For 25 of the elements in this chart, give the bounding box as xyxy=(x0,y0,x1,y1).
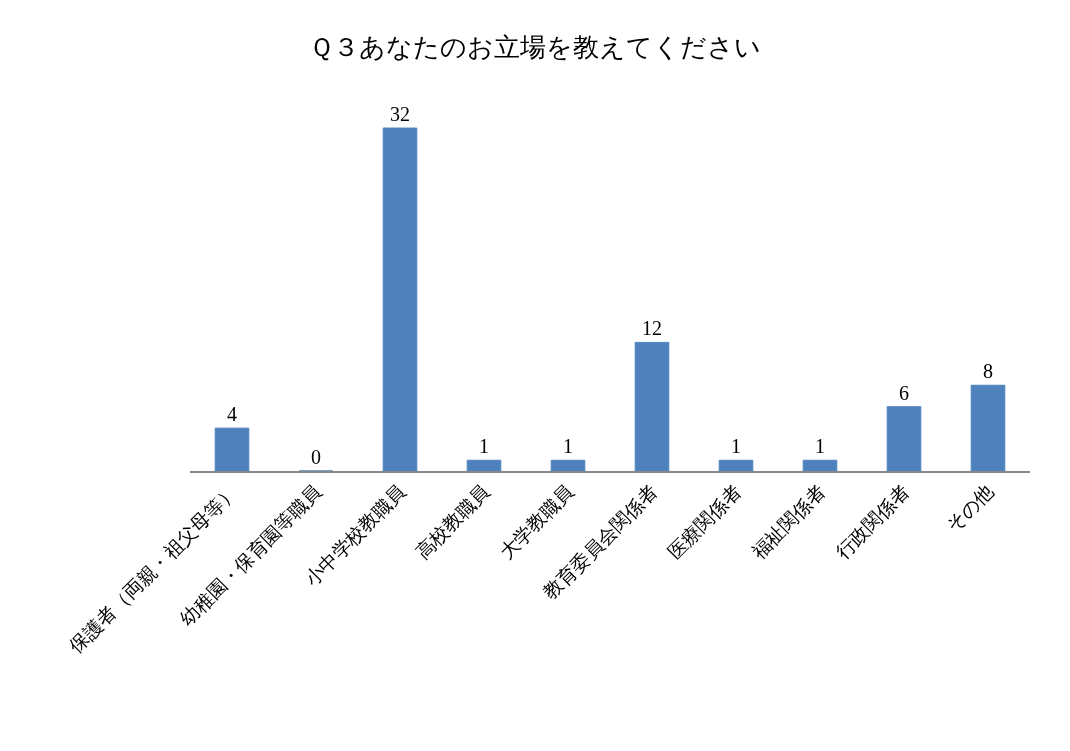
bar xyxy=(466,459,502,471)
data-label: 1 xyxy=(731,435,741,458)
data-label: 0 xyxy=(311,446,321,468)
x-tick-label: 福祉関係者 xyxy=(746,480,830,564)
bar xyxy=(382,127,418,471)
bar xyxy=(634,341,670,471)
bar xyxy=(214,427,250,471)
data-label: 12 xyxy=(642,317,662,340)
data-label: 6 xyxy=(899,381,909,404)
x-tick-label: 高校教職員 xyxy=(410,480,494,564)
bar xyxy=(550,459,586,471)
bar xyxy=(970,384,1006,471)
chart-title: Ｑ３あなたのお立場を教えてください xyxy=(309,31,761,62)
data-label: 4 xyxy=(227,403,237,426)
x-tick-label: その他 xyxy=(941,480,998,537)
data-label: 1 xyxy=(815,435,825,458)
bar xyxy=(802,459,838,471)
x-tick-label: 行政関係者 xyxy=(830,480,914,564)
data-label: 32 xyxy=(390,103,410,126)
bar xyxy=(886,406,922,471)
data-label: 1 xyxy=(479,435,489,458)
data-label: 8 xyxy=(983,360,993,383)
bar xyxy=(718,459,754,471)
x-tick-label: 医療関係者 xyxy=(662,480,746,564)
data-label: 1 xyxy=(563,435,573,458)
